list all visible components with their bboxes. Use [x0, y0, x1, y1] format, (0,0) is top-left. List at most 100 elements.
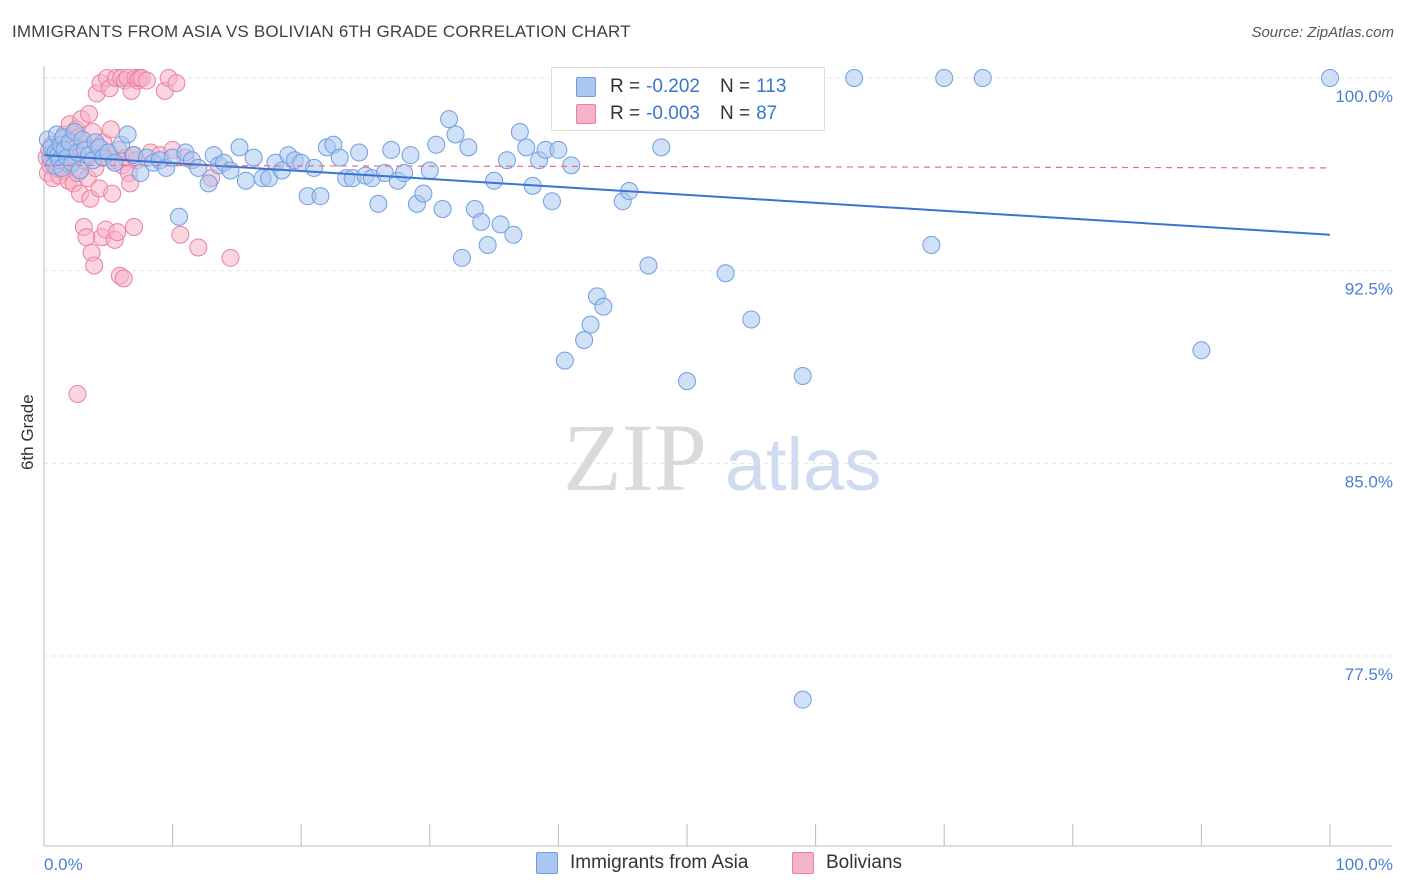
asia-point [199, 174, 218, 193]
legend-label-asia: Immigrants from Asia [570, 852, 749, 873]
chart-title: IMMIGRANTS FROM ASIA VS BOLIVIAN 6TH GRA… [12, 22, 631, 41]
asia-point [305, 158, 324, 177]
bolivians-point [77, 228, 96, 247]
legend-swatch-bolivians [576, 104, 596, 124]
asia-point [311, 187, 330, 206]
asia-point [922, 235, 941, 254]
bolivians-trend-line [43, 164, 1331, 169]
asia-point [1192, 341, 1211, 360]
gridlines [44, 77, 1392, 657]
asia-point [395, 164, 414, 183]
asia-point [118, 125, 137, 144]
legend-n-label: N = [719, 103, 751, 124]
asia-point [131, 164, 150, 183]
asia-point [581, 315, 600, 334]
asia-point [170, 207, 189, 226]
x-tick-label-max: 100.0% [1335, 855, 1393, 874]
legend-swatch-asia [536, 852, 558, 874]
asia-point [742, 310, 761, 329]
legend-row-bolivians: R = -0.003 N = 87 [576, 100, 777, 128]
bolivians-point [101, 120, 120, 139]
asia-point [793, 366, 812, 385]
asia-point [716, 264, 735, 283]
watermark: ZIP atlas [563, 404, 881, 511]
legend-n-label: N = [719, 76, 751, 97]
asia-point [446, 125, 465, 144]
bolivians-point [114, 269, 133, 288]
bolivians-point [137, 71, 156, 90]
y-tick-labels: 77.5% 85.0% 92.5% 100.0% [1335, 87, 1393, 684]
legend-n-value: 113 [756, 76, 787, 97]
legend-swatch-asia [576, 77, 596, 97]
axes [43, 66, 1392, 847]
asia-point [369, 194, 388, 213]
watermark-atlas: atlas [725, 423, 881, 506]
asia-point [594, 297, 613, 316]
bolivians-point [221, 248, 240, 267]
bolivians-points [37, 69, 240, 403]
asia-point [427, 135, 446, 154]
y-tick-label: 92.5% [1345, 280, 1393, 299]
legend-r-label: R = [610, 103, 641, 124]
asia-point [562, 156, 581, 175]
legend-swatch-bolivians [792, 852, 814, 874]
asia-point [236, 171, 255, 190]
asia-point [230, 138, 249, 157]
asia-point [793, 690, 812, 709]
asia-point [575, 331, 594, 350]
asia-point [221, 161, 240, 180]
source-label: Source: ZipAtlas.com [1251, 24, 1394, 41]
asia-point [459, 138, 478, 157]
bolivians-point [125, 217, 144, 236]
legend-r-value: -0.202 [646, 76, 700, 97]
legend-label-bolivians: Bolivians [826, 852, 903, 873]
asia-point [478, 235, 497, 254]
bolivians-point [80, 104, 99, 123]
asia-point [517, 138, 536, 157]
asia-point [935, 69, 954, 87]
legend-item-bolivians[interactable]: Bolivians [792, 852, 902, 874]
bolivians-point [85, 256, 104, 275]
asia-point [485, 171, 504, 190]
asia-point [440, 110, 459, 129]
bolivians-point [189, 238, 208, 257]
asia-point [189, 158, 208, 177]
y-tick-label: 100.0% [1335, 87, 1393, 106]
asia-point [652, 138, 671, 157]
asia-point [491, 215, 510, 234]
asia-point [510, 122, 529, 141]
asia-point [973, 69, 992, 87]
series-legend: Immigrants from Asia Bolivians [0, 852, 1406, 878]
asia-point [433, 200, 452, 219]
bolivians-point [108, 223, 127, 242]
asia-point [71, 161, 90, 180]
y-tick-label: 85.0% [1345, 472, 1393, 491]
asia-point [555, 351, 574, 370]
legend-r-label: R = [610, 76, 641, 97]
asia-point [542, 192, 561, 211]
legend-row-asia: R = -0.202 N = 113 [576, 73, 786, 101]
asia-point [472, 212, 491, 231]
asia-point [330, 148, 349, 167]
asia-trend-line [43, 154, 1331, 236]
asia-point [452, 248, 471, 267]
asia-point [105, 153, 124, 172]
watermark-zip: ZIP [563, 404, 707, 511]
asia-point [497, 151, 516, 170]
bolivians-point [171, 225, 190, 244]
asia-point [1321, 69, 1339, 87]
asia-point [382, 140, 401, 159]
asia-point [504, 225, 523, 244]
bolivians-point [167, 74, 186, 93]
y-tick-label: 77.5% [1345, 665, 1393, 684]
asia-point [401, 146, 420, 165]
asia-point [845, 69, 864, 87]
asia-point [414, 184, 433, 203]
legend-item-asia[interactable]: Immigrants from Asia [536, 852, 748, 874]
trend-lines [43, 154, 1331, 236]
asia-point [549, 140, 568, 159]
x-tick-label-min: 0.0% [44, 855, 83, 874]
asia-point [639, 256, 658, 275]
asia-point [678, 372, 696, 391]
